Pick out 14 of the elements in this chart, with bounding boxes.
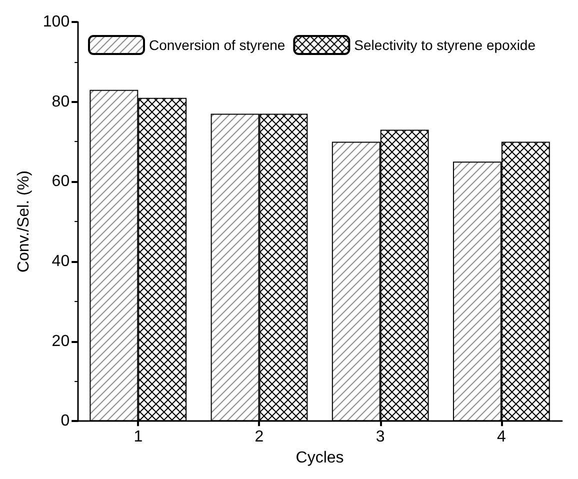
legend-label: Selectivity to styrene epoxide [354,37,536,53]
legend-label: Conversion of styrene [149,37,286,53]
y-tick-label: 0 [60,412,70,430]
x-axis-title: Cycles [296,450,344,466]
x-tick-label: 1 [134,428,143,446]
y-tick-label: 20 [52,332,70,350]
x-tick-label: 4 [496,428,506,446]
x-tick-label: 2 [254,428,264,446]
y-tick-label: 40 [52,252,70,270]
y-axis-title: Conv./Sel. (%) [16,170,32,273]
y-tick-label: 100 [42,14,70,30]
x-tick-label: 3 [376,428,385,446]
y-tick-label: 60 [52,173,70,190]
y-tick-label: 80 [52,93,70,110]
